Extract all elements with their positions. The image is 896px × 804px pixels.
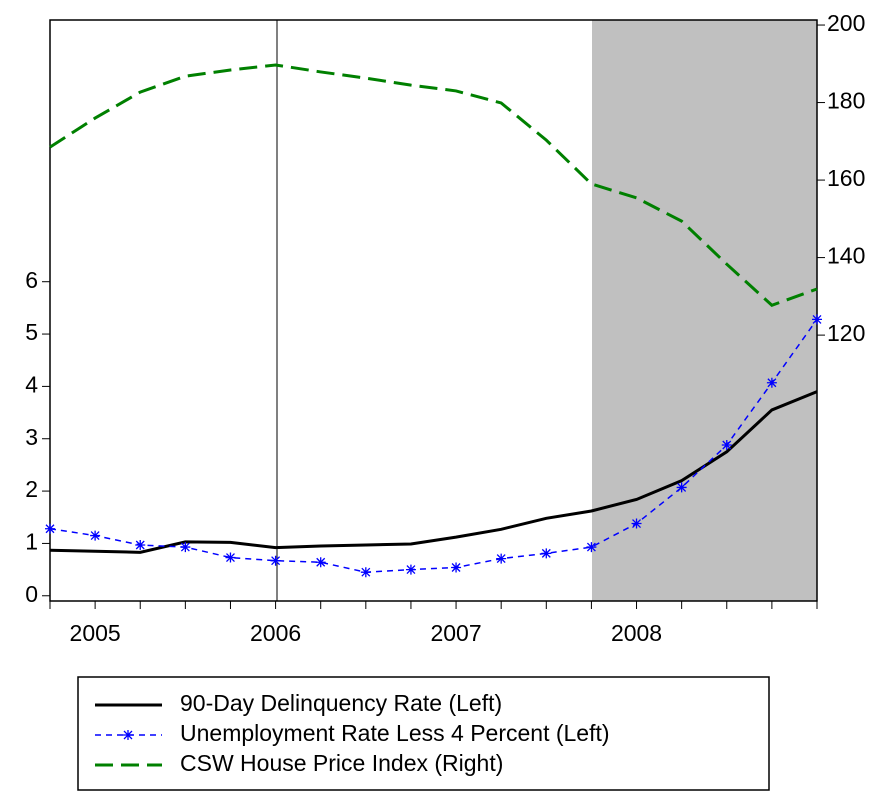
legend <box>77 676 770 791</box>
y-tick-label: 6 <box>25 267 38 293</box>
y-tick-label: 1 <box>25 529 38 555</box>
y2-tick-label: 180 <box>827 88 865 114</box>
y-tick-label: 0 <box>25 581 38 607</box>
marker <box>360 567 371 578</box>
x-tick-label: 2008 <box>611 620 662 646</box>
marker <box>676 482 687 493</box>
series-line <box>49 318 818 573</box>
marker <box>90 530 101 541</box>
y2-tick-label: 140 <box>827 243 865 269</box>
y-tick-label: 2 <box>25 476 38 502</box>
marker <box>496 553 507 564</box>
marker <box>631 518 642 529</box>
legend-label: Unemployment Rate Less 4 Percent (Left) <box>180 720 610 746</box>
marker <box>315 557 326 568</box>
x-tick-label: 2005 <box>70 620 121 646</box>
y-tick-label: 3 <box>25 424 38 450</box>
y-tick-label: 4 <box>25 371 38 397</box>
plot-frame <box>49 19 818 602</box>
marker <box>270 555 281 566</box>
marker <box>721 440 732 451</box>
y2-tick-label: 120 <box>827 320 865 346</box>
marker <box>812 314 822 325</box>
marker <box>45 523 55 534</box>
marker <box>225 552 236 563</box>
y2-tick-label: 160 <box>827 165 865 191</box>
x-tick-label: 2007 <box>430 620 481 646</box>
y-tick-label: 5 <box>25 319 38 345</box>
marker <box>405 564 416 575</box>
marker <box>123 730 133 740</box>
x-tick-label: 2006 <box>250 620 301 646</box>
marker <box>586 542 597 553</box>
series-line <box>49 63 818 307</box>
y2-tick-label: 200 <box>827 10 865 36</box>
marker <box>541 548 552 559</box>
marker <box>766 377 777 388</box>
series-line <box>49 390 818 554</box>
recession-shading <box>592 20 817 601</box>
marker <box>135 539 146 550</box>
marker <box>180 542 191 553</box>
legend-label: 90-Day Delinquency Rate (Left) <box>180 690 502 716</box>
legend-label: CSW House Price Index (Right) <box>180 750 503 776</box>
marker <box>451 562 462 573</box>
